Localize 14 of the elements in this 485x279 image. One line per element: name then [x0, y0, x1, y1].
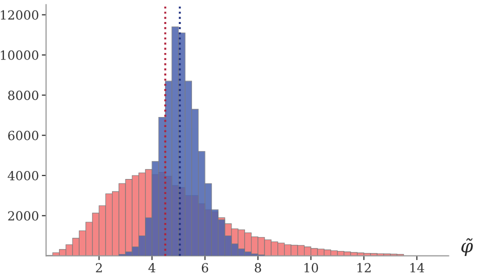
x-tick-label: 12 [357, 263, 371, 272]
x-tick-label: 14 [410, 263, 424, 272]
x-tick-label: 6 [202, 263, 208, 272]
y-tick-label: 8000 [8, 90, 38, 100]
x-tick-label: 10 [304, 263, 318, 272]
y-tick-label: 12000 [0, 10, 38, 20]
y-tick-label: 2000 [8, 211, 38, 221]
x-axis-title: φ̃ [461, 238, 473, 256]
x-tick-label: 8 [254, 263, 262, 272]
x-tick-label: 2 [96, 263, 102, 272]
y-tick-label: 10000 [0, 50, 38, 60]
x-tick-label: 4 [148, 263, 156, 272]
y-tick-label: 4000 [8, 170, 38, 180]
y-tick-label: 6000 [8, 130, 38, 140]
